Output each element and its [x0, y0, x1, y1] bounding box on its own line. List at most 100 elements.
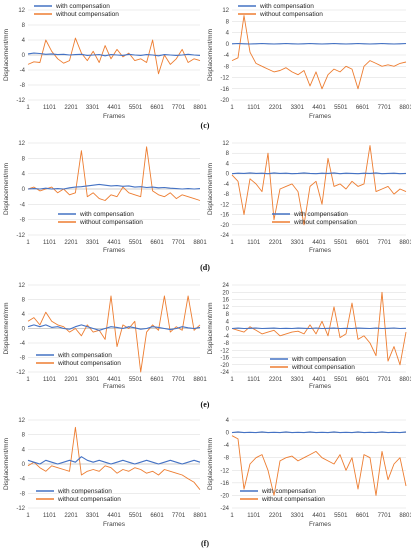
chart-panel-4: -24 -20 -16 -12 -8 -4 0 4 8 12 1 1101 2201 3301 4401 55…: [207, 141, 411, 254]
x-tick-label: 7701: [378, 513, 392, 519]
y-tick-label: 12: [222, 305, 229, 311]
x-tick-label: 1: [230, 377, 234, 383]
y-tick-label: -16: [220, 213, 229, 219]
y-tick-label: -12: [220, 76, 229, 82]
x-axis-title: Frames: [309, 521, 332, 528]
y-tick-label: -8: [20, 83, 26, 89]
x-tick-label: 2201: [64, 240, 78, 246]
y-tick-label: -8: [20, 356, 26, 362]
y-tick-label: -16: [220, 87, 229, 93]
y-tick-label: -12: [220, 202, 229, 208]
series-line-with-compensation: [231, 172, 407, 175]
y-axis-title: Displacement/mm: [3, 302, 10, 354]
x-tick-label: 4401: [107, 377, 121, 383]
x-tick-label: 3301: [291, 240, 305, 246]
y-tick-label: 4: [22, 38, 26, 44]
y-tick-label: -4: [224, 334, 230, 340]
x-tick-label: 6601: [356, 513, 370, 519]
x-tick-label: 1: [26, 240, 30, 246]
x-tick-label: 5501: [334, 240, 348, 246]
y-tick-label: -8: [224, 64, 230, 70]
x-tick-label: 4401: [107, 240, 121, 246]
y-tick-label: -4: [224, 443, 230, 449]
x-tick-label: 1: [26, 105, 30, 111]
y-tick-label: -8: [224, 341, 230, 347]
y-tick-label: -16: [220, 356, 229, 362]
x-tick-label: 6601: [150, 105, 164, 111]
x-tick-label: 8801: [193, 240, 207, 246]
chart-panel-5: -12 -8 -4 0 4 8 12 1 1101 2201 3301 4401 5501 6601 770…: [3, 283, 207, 390]
y-tick-label: -8: [20, 218, 26, 224]
chart-panel-7: -12 -8 -4 0 4 8 12 1 1101 2201 3301 4401 5501 6601 770…: [3, 418, 207, 528]
x-tick-label: 5501: [129, 105, 143, 111]
x-tick-label: 3301: [86, 240, 100, 246]
y-tick-label: 0: [22, 53, 26, 59]
legend-label: with compensation: [261, 488, 316, 495]
row-label-e: (e): [201, 400, 210, 409]
series-line-with-compensation: [27, 324, 201, 331]
x-tick-label: 2201: [269, 105, 283, 111]
y-tick-label: 12: [18, 141, 25, 147]
legend-label: without compensation: [259, 11, 323, 18]
y-axis-title: Displacement/mm: [207, 438, 214, 490]
y-tick-label: 12: [18, 8, 25, 14]
chart-panel-2: -20 -16 -12 -8 -4 0 4 8 12 1 1101 2201 3301 4401 5501 6…: [207, 3, 411, 120]
y-tick-label: 24: [222, 283, 229, 289]
x-tick-label: 5501: [334, 377, 348, 383]
y-tick-label: -24: [220, 370, 229, 376]
x-tick-label: 5501: [334, 105, 348, 111]
y-tick-label: 8: [226, 151, 230, 157]
y-tick-label: -12: [16, 233, 25, 239]
y-tick-label: -12: [220, 348, 229, 354]
x-tick-label: 4401: [107, 105, 121, 111]
row-label-c: (c): [201, 121, 210, 130]
series-line-without-compensation: [231, 145, 407, 226]
series-line-without-compensation: [231, 291, 407, 366]
x-tick-label: 2201: [269, 513, 283, 519]
y-tick-label: 12: [18, 418, 25, 424]
y-tick-label: -24: [220, 233, 229, 239]
series-line-with-compensation: [27, 52, 201, 57]
y-tick-label: 0: [22, 462, 26, 468]
x-tick-label: 5501: [129, 240, 143, 246]
x-tick-label: 7701: [378, 240, 392, 246]
y-tick-label: -20: [220, 223, 229, 229]
x-tick-label: 8801: [399, 105, 411, 111]
x-tick-label: 2201: [64, 105, 78, 111]
x-tick-label: 3301: [291, 513, 305, 519]
x-tick-label: 7701: [172, 377, 186, 383]
y-axis-title: Displacement/mm: [3, 438, 10, 490]
x-tick-label: 5501: [129, 377, 143, 383]
x-tick-label: 6601: [150, 513, 164, 519]
series-line-with-compensation: [231, 327, 407, 330]
row-labels: (c) (d) (e) (f): [200, 121, 210, 548]
series-line-with-compensation: [231, 42, 407, 45]
x-tick-label: 6601: [150, 377, 164, 383]
legend-label: with compensation: [259, 3, 314, 10]
y-tick-label: 4: [22, 447, 26, 453]
y-tick-label: 4: [226, 418, 230, 424]
y-tick-label: 12: [222, 141, 229, 147]
y-axis-title: Displacement/mm: [3, 29, 10, 81]
x-tick-label: 5501: [129, 513, 143, 519]
x-axis-title: Frames: [103, 521, 126, 528]
y-tick-label: -8: [224, 192, 230, 198]
x-tick-label: 3301: [291, 377, 305, 383]
y-tick-label: -8: [224, 456, 230, 462]
x-tick-label: 3301: [86, 377, 100, 383]
y-tick-label: 4: [22, 172, 26, 178]
y-axis-title: Displacement/mm: [207, 163, 214, 215]
y-axis-title: Displacement/mm: [207, 302, 214, 354]
y-tick-label: -20: [220, 98, 229, 104]
x-tick-label: 1: [230, 240, 234, 246]
x-axis-title: Frames: [309, 113, 332, 120]
series-line-without-compensation: [231, 435, 407, 496]
y-tick-label: -12: [16, 506, 25, 512]
series-line-with-compensation: [231, 431, 407, 434]
